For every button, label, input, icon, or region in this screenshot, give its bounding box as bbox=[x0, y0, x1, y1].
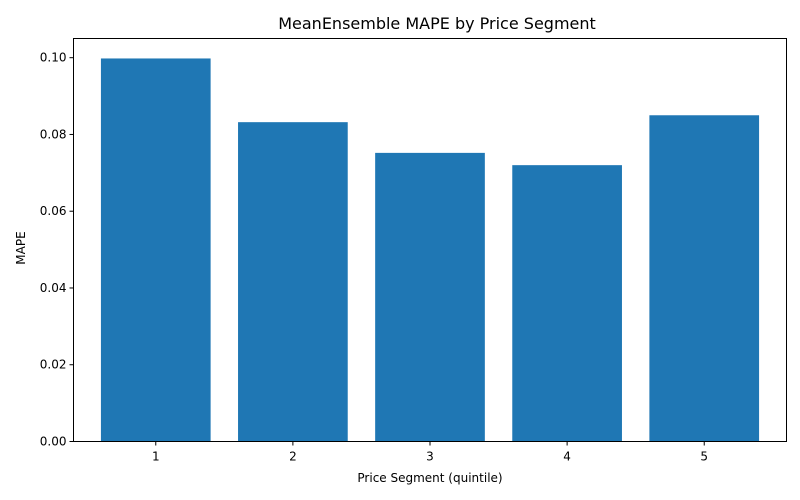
y-axis-ticks: 0.00 0.02 0.04 0.06 0.08 0.10 bbox=[40, 51, 74, 449]
bars-group bbox=[100, 58, 760, 442]
bar-segment-3 bbox=[375, 152, 485, 442]
y-axis-label: MAPE bbox=[14, 231, 28, 264]
bar-segment-2 bbox=[238, 122, 348, 442]
bar-segment-1 bbox=[100, 58, 211, 442]
y-tick-label: 0.00 bbox=[40, 435, 67, 449]
x-tick-label: 2 bbox=[289, 450, 297, 464]
x-axis-label: Price Segment (quintile) bbox=[357, 471, 502, 485]
chart-title: MeanEnsemble MAPE by Price Segment bbox=[278, 14, 596, 33]
plot-frame bbox=[73, 38, 787, 442]
x-tick-label: 3 bbox=[426, 450, 434, 464]
y-tick-label: 0.10 bbox=[40, 51, 67, 65]
y-tick-label: 0.06 bbox=[40, 204, 67, 218]
x-tick-label: 1 bbox=[152, 450, 160, 464]
y-tick-label: 0.08 bbox=[40, 127, 67, 141]
x-tick-label: 4 bbox=[563, 450, 571, 464]
bar-segment-5 bbox=[649, 115, 760, 442]
bar-segment-4 bbox=[512, 165, 622, 442]
y-tick-label: 0.02 bbox=[40, 358, 67, 372]
x-tick-label: 5 bbox=[700, 450, 708, 464]
x-axis-ticks: 1 2 3 4 5 bbox=[152, 441, 708, 464]
y-tick-label: 0.04 bbox=[40, 281, 67, 295]
